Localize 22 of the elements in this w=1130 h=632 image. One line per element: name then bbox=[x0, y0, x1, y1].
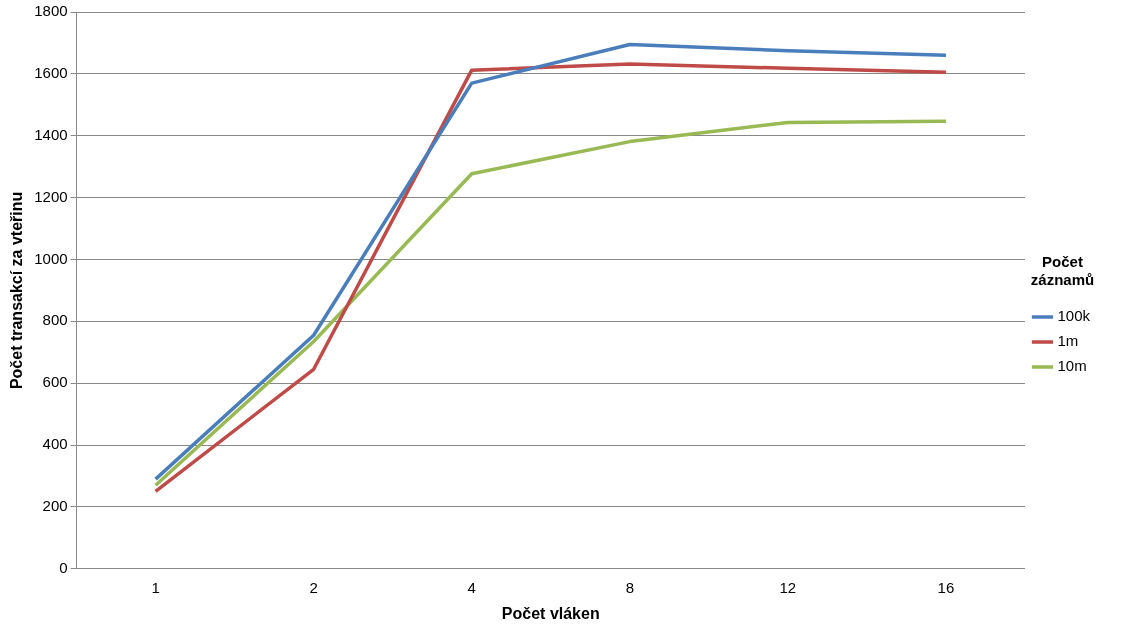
x-axis-title: Počet vláken bbox=[501, 604, 600, 622]
y-tick-label: 800 bbox=[42, 311, 68, 329]
x-tick-label: 12 bbox=[779, 578, 797, 596]
legend-label: 1m bbox=[1057, 332, 1079, 350]
legend-label: 10m bbox=[1057, 357, 1087, 375]
x-tick-label: 8 bbox=[625, 578, 634, 596]
legend-label: 100k bbox=[1057, 307, 1091, 325]
y-tick-label: 1600 bbox=[34, 64, 68, 82]
y-tick-label: 400 bbox=[42, 435, 68, 453]
y-tick-label: 1800 bbox=[34, 2, 68, 20]
y-tick-label: 600 bbox=[42, 373, 68, 391]
x-tick-label: 4 bbox=[467, 578, 476, 596]
y-tick-label: 0 bbox=[59, 558, 68, 576]
y-axis-title: Počet transakcí za vteřinu bbox=[8, 191, 26, 390]
x-tick-label: 1 bbox=[151, 578, 160, 596]
y-tick-label: 1200 bbox=[34, 187, 68, 205]
x-tick-label: 16 bbox=[937, 578, 955, 596]
y-tick-label: 1400 bbox=[34, 125, 68, 143]
y-tick-label: 1000 bbox=[34, 249, 68, 267]
legend-title: Počet záznamů bbox=[1030, 253, 1095, 289]
x-tick-label: 2 bbox=[309, 578, 318, 596]
y-tick-label: 200 bbox=[42, 497, 68, 515]
